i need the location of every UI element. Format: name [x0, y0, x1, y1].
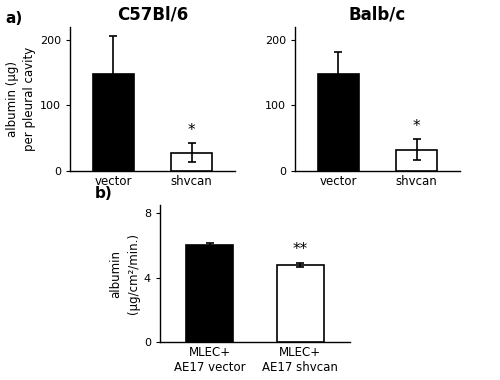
Y-axis label: albumin (μg)
per pleural cavity: albumin (μg) per pleural cavity: [6, 47, 36, 151]
Title: Balb/c: Balb/c: [349, 6, 406, 24]
Text: *: *: [188, 123, 196, 138]
Title: C57Bl/6: C57Bl/6: [117, 6, 188, 24]
Text: b): b): [95, 186, 113, 201]
Text: a): a): [5, 11, 22, 26]
Bar: [276, 265, 324, 342]
Text: *: *: [413, 119, 420, 134]
Y-axis label: albumin
(μg/cm²/min.): albumin (μg/cm²/min.): [110, 233, 140, 314]
Bar: [93, 74, 134, 171]
Bar: [396, 150, 437, 171]
Bar: [318, 74, 358, 171]
Text: **: **: [292, 242, 308, 257]
Bar: [172, 153, 212, 171]
Bar: [186, 245, 234, 342]
